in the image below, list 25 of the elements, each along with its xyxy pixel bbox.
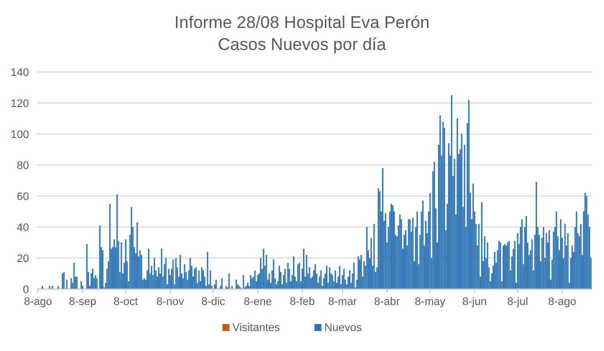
x-tick-label: 8-feb	[290, 296, 315, 308]
x-tick-label: 8-oct	[113, 296, 138, 308]
y-tick-label: 0	[22, 284, 29, 296]
legend-label: Nuevos	[324, 322, 362, 334]
chart-subtitle: Casos Nuevos por día	[218, 35, 387, 54]
x-tick-label: 8-may	[414, 296, 446, 308]
x-tick-label: 8-jul	[507, 296, 528, 308]
legend-label: Visitantes	[232, 322, 280, 334]
x-tick-label: 8-jun	[462, 296, 487, 308]
x-tick-label: 8-sep	[68, 296, 96, 308]
x-tick-label: 8-mar	[328, 296, 358, 308]
x-tick-label: 8-abr	[374, 296, 400, 308]
x-tick-label: 8-ago	[24, 296, 52, 308]
y-tick-label: 100	[10, 128, 29, 141]
y-tick-label: 140	[10, 66, 29, 79]
x-tick-label: 8-ago	[548, 296, 576, 308]
y-tick-label: 80	[16, 160, 29, 172]
x-tick-label: 8-nov	[156, 296, 184, 308]
y-tick-label: 20	[16, 252, 29, 265]
y-tick-label: 40	[16, 222, 29, 234]
y-tick-label: 60	[16, 190, 29, 203]
x-tick-label: 8-ene	[244, 296, 272, 308]
chart-title: Informe 28/08 Hospital Eva Perón	[174, 13, 430, 32]
x-tick-label: 8-dic	[201, 296, 226, 308]
y-tick-label: 120	[10, 98, 29, 110]
